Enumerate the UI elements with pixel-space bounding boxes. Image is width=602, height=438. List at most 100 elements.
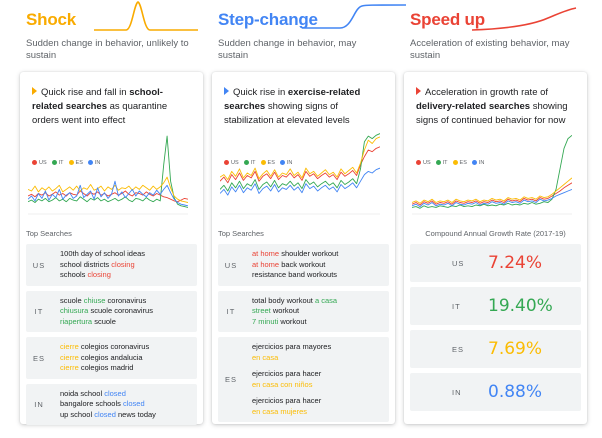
legend-item-es: ES [68,160,83,166]
search-row-it: total body workout a casa street workout 7… [218,290,389,333]
search-terms: cierre colegios coronavirus cierre colegi… [60,337,197,379]
legend-dot [32,160,37,165]
search-term: 7 minuti workout [252,317,387,328]
country-code: IN [34,400,44,409]
rate-row-it: IT 19.40% [410,287,581,325]
search-term: total body workout a casa [252,296,387,307]
highlight-text: closed [94,409,116,419]
legend-item-us: US [416,160,431,166]
growth-rate-title: Compound Annual Growth Rate (2017-19) [425,229,566,238]
legend-item-es: ES [260,160,275,166]
country-code: ES [452,345,465,354]
speed-sparkline-icon [471,7,577,31]
term-text: up school [60,409,95,419]
term-text: colegios coronavirus [78,342,150,351]
card-intro: Acceleration in growth rate of [425,87,549,98]
term-text: workout [270,306,300,315]
legend-label: IT [58,160,64,166]
search-term: scuole chiuse coronavirus [60,296,195,307]
card-bold: school-related searches [32,87,163,112]
legend-dot [452,160,458,165]
series-line-es [412,177,572,204]
term-text: ejercicios para mayores [252,342,332,351]
legend-dot [87,160,93,165]
card-bold: delivery-related searches [416,101,531,112]
step-card-text: Quick rise in exercise-related searches … [224,86,384,128]
highlight-text: en casa con niños [252,379,313,389]
highlight-text: closing [87,270,111,279]
legend-dot [68,160,74,165]
search-term: schools closing [60,270,195,281]
country-code: IT [452,302,461,311]
search-term: en casa mujeres [252,407,387,418]
legend-dot [260,160,266,165]
highlight-text: cierre [60,352,79,362]
search-term: noida school closed [60,389,195,400]
search-terms: noida school closed bangalore schools clo… [60,384,197,426]
step-change-card: Quick rise in exercise-related searches … [212,72,395,424]
card-rest: showing signs of stabilization at elevat… [224,101,350,126]
highlight-text: 7 minuti [252,316,279,326]
search-term: street workout [252,306,387,317]
search-term: ejercicios para hacer [252,369,387,380]
growth-rate-value: 7.69% [488,339,543,359]
country-code: ES [224,375,237,384]
shock-title: Shock [26,10,77,29]
triangle-icon [224,87,229,95]
legend-label: IN [94,160,101,166]
speed-up-title: Speed up [410,10,485,29]
shock-description: Sudden change in behavior, unlikely to s… [26,38,189,61]
legend-label: US [231,160,239,166]
country-code: US [452,259,465,268]
search-row-es: cierre colegios coronavirus cierre colegi… [26,337,197,379]
search-terms: ejercicios para mayores en casa ejercicios… [252,337,389,422]
series-line-es [220,136,380,181]
growth-rate-value: 0.88% [488,382,543,402]
legend-item-it: IT [51,160,64,166]
term-text: back workout [279,259,326,269]
country-code: IT [34,307,44,316]
search-terms: 100th day of school ideas school district… [60,244,197,286]
rate-row-es: ES 7.69% [410,330,581,368]
card-intro: Quick rise and fall in [41,87,130,98]
series-line-in [220,167,380,196]
legend-item-in: IN [87,160,101,166]
highlight-text: cierre [60,342,79,351]
column-step-change: Step-change Sudden change in behavior, m… [212,0,407,438]
search-row-us: at home shoulder workout at home back wor… [218,244,389,286]
term-text: workout [278,316,307,326]
legend-item-it: IT [435,160,448,166]
highlight-text: closed [122,399,145,408]
legend-label: IT [442,160,448,166]
growth-rate-value: 7.24% [488,253,543,273]
legend-label: ES [267,160,275,166]
legend-dot [51,160,57,165]
search-term: chiusura scuole coronavirus [60,306,195,317]
chart-legend: US IT ES IN [416,160,484,166]
growth-rate-value: 19.40% [488,296,553,316]
card-bold: exercise-related searches [224,87,361,112]
term-text: news today [115,409,156,419]
term-text: ejercicios para hacer [252,396,322,405]
legend-item-us: US [224,160,239,166]
highlight-text: chiuse [83,295,106,305]
series-line-us [412,182,572,206]
term-text: schools [60,270,88,279]
country-code: IT [226,307,236,316]
triangle-icon [416,87,421,95]
step-change-description: Sudden change in behavior, may sustain [218,38,357,61]
term-text: scuole [60,295,84,305]
term-text: noida school [60,388,105,398]
country-code: US [224,260,238,270]
legend-dot [471,160,477,165]
term-text: school districts [60,259,112,269]
series-line-us [220,146,380,184]
search-term: 100th day of school ideas [60,249,195,260]
term-text: resistance band workouts [252,270,338,279]
speed-up-chart [412,134,572,215]
search-terms: at home shoulder workout at home back wor… [252,244,389,286]
search-row-es: ejercicios para mayores en casa ejercicios… [218,337,389,422]
term-text: shoulder workout [279,249,339,258]
search-terms: total body workout a casa street workout 7… [252,291,389,333]
shock-chart [28,135,188,215]
